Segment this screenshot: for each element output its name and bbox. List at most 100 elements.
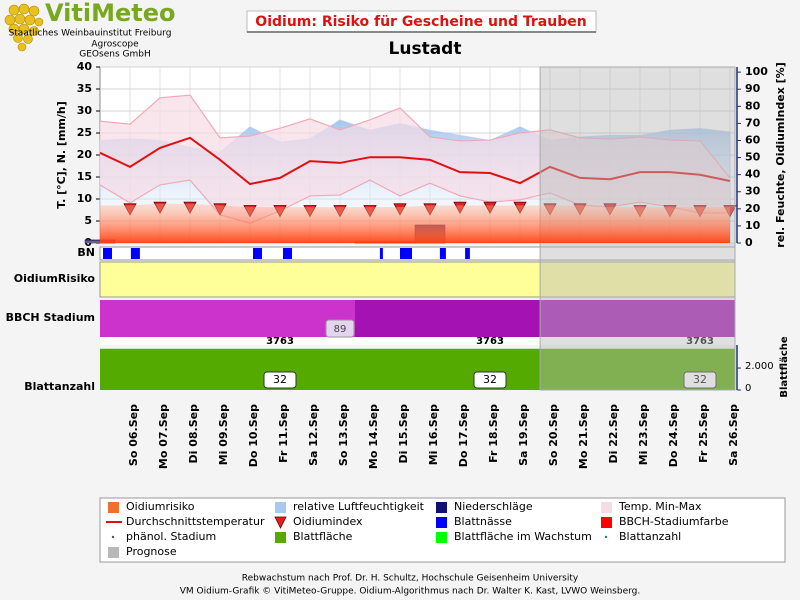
leaf-wetness [103, 248, 112, 259]
y2-tick-label: 30 [745, 185, 761, 198]
row-label: BBCH Stadium [6, 311, 95, 324]
leaf-count-box [473, 371, 507, 389]
legend-swatch [436, 502, 447, 513]
bbch-segment [355, 300, 736, 337]
legend-swatch [108, 547, 119, 558]
leaf-strip [100, 337, 735, 345]
legend-label: Oidiumindex [293, 515, 363, 528]
footer: VM Oidium-Grafik © VitiMeteo-Gruppe. Oid… [180, 587, 640, 597]
leaf-count-box [263, 371, 297, 389]
institute: Agroscope [91, 40, 139, 50]
legend-swatch [275, 532, 286, 543]
x-tick-label: Do 17.Sep [457, 404, 470, 467]
leaf-count-label: 32 [483, 373, 497, 386]
leaf-area [100, 348, 735, 390]
x-tick-label: Sa 12.Sep [307, 404, 320, 466]
leaf-wetness [253, 248, 262, 259]
legend-label: Blattnässe [454, 515, 512, 528]
y2-tick-label: 90 [745, 82, 761, 95]
y-tick-label: 5 [84, 214, 92, 227]
institute: Staatliches Weinbauinstitut Freiburg [9, 29, 172, 39]
y3-axis-label: Blattfläche [779, 336, 790, 398]
y-tick-label: 15 [77, 170, 92, 183]
legend-label: Temp. Min-Max [618, 500, 702, 513]
legend-label: Oidiumrisiko [126, 500, 195, 513]
logo-grapes [4, 3, 44, 52]
leaf-count-box [683, 371, 717, 389]
x-tick-label: Fr 25.Sep [697, 404, 710, 463]
y2-tick-label: 20 [745, 202, 761, 215]
y2-tick-label: 50 [745, 151, 761, 164]
leaf-area-label: 3763 [266, 336, 294, 347]
y-tick-label: 40 [77, 60, 93, 73]
legend-swatch [108, 502, 119, 513]
stage-box [325, 319, 355, 338]
box-title: Oidium: Risiko für Gescheine und Trauben [255, 14, 586, 30]
legend-swatch [601, 502, 612, 513]
y2-tick-label: 0 [745, 236, 753, 249]
y-tick-label: 35 [77, 82, 92, 95]
footer: Rebwachstum nach Prof. Dr. H. Schultz, H… [242, 574, 579, 584]
x-tick-label: Sa 19.Sep [517, 404, 530, 466]
x-tick-label: Do 10.Sep [247, 404, 260, 467]
y2-tick-label: 80 [745, 99, 761, 112]
leaf-wetness [130, 248, 140, 259]
y2-axis-label: rel. Feuchte, OidiumIndex [%] [774, 62, 787, 247]
legend-label: Blattanzahl [619, 530, 681, 543]
legend-label: Blattfläche im Wachstum [454, 530, 592, 543]
temp-min-line [99, 179, 730, 224]
y2-tick-label: 60 [745, 133, 761, 146]
y3-tick-label: 2.000 [745, 361, 774, 372]
y-tick-label: 20 [77, 148, 93, 161]
legend-swatch [275, 502, 286, 513]
x-tick-label: Fr 11.Sep [277, 404, 290, 463]
leaf-wetness [400, 248, 412, 259]
x-tick-label: Fr 18.Sep [487, 404, 500, 463]
leaf-wetness [379, 248, 383, 259]
institute: GEOsens GmbH [79, 50, 150, 60]
legend-label: Niederschläge [454, 500, 533, 513]
x-tick-label: Sa 26.Sep [727, 404, 740, 466]
leaf-wetness [465, 248, 470, 259]
x-tick-label: Mo 07.Sep [157, 404, 170, 469]
legend-label: Blattfläche [293, 530, 353, 543]
legend-swatch [111, 535, 115, 539]
x-tick-label: Do 24.Sep [667, 404, 680, 467]
y2-tick-label: 70 [745, 116, 761, 129]
brand: VitiMeteo [45, 0, 175, 27]
row-label: Blattanzahl [24, 380, 95, 393]
leaf-area-label: 3763 [476, 336, 504, 347]
x-tick-label: So 13.Sep [337, 404, 350, 466]
y-tick-label: 10 [77, 192, 93, 205]
x-tick-label: Mi 09.Sep [217, 404, 230, 465]
leaf-count-label: 32 [273, 373, 287, 386]
row-label: BN [77, 246, 95, 259]
temp-max-line [99, 94, 731, 179]
row-label: OidiumRisiko [14, 272, 96, 285]
chart-title: Lustadt [389, 39, 462, 59]
risk-area [100, 203, 730, 243]
x-tick-label: Di 22.Sep [607, 404, 620, 464]
legend-label: Durchschnittstemperatur [126, 515, 265, 528]
y3-tick-label: 0 [745, 383, 751, 394]
x-tick-label: So 20.Sep [547, 404, 560, 466]
temp-avg-line [99, 136, 731, 186]
x-tick-label: Mi 23.Sep [637, 404, 650, 465]
legend-swatch [436, 532, 447, 543]
x-tick-label: So 06.Sep [127, 404, 140, 466]
leaf-wetness [283, 248, 292, 259]
y-tick-label: 25 [77, 126, 92, 139]
risk-row [99, 261, 736, 298]
legend-label: relative Luftfeuchtigkeit [293, 500, 425, 513]
x-tick-label: Mo 21.Sep [577, 404, 590, 469]
leaf-count-label: 32 [693, 373, 707, 386]
x-tick-label: Di 08.Sep [187, 404, 200, 464]
legend-label: phänol. Stadium [126, 530, 216, 543]
x-tick-label: Mo 14.Sep [367, 404, 380, 469]
y2-tick-label: 10 [745, 219, 761, 232]
legend-label: BBCH-Stadiumfarbe [619, 515, 729, 528]
y-tick-label: 30 [77, 104, 93, 117]
stage-label: 89 [334, 324, 347, 335]
x-tick-label: Di 15.Sep [397, 404, 410, 464]
legend-label: Prognose [126, 545, 177, 558]
